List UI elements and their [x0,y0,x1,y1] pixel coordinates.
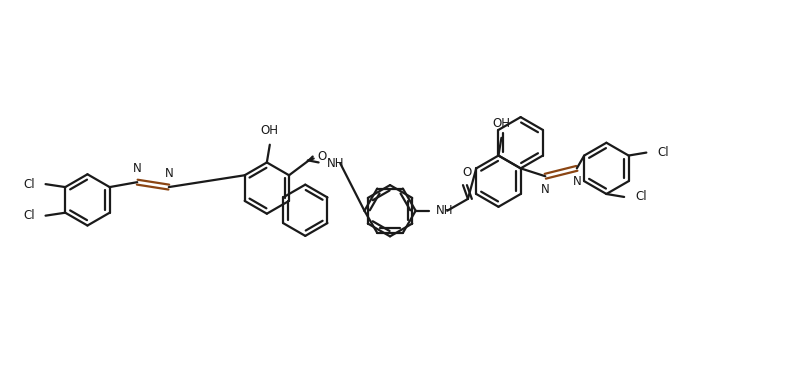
Text: NH: NH [326,157,344,170]
Text: NH: NH [435,204,453,217]
Text: OH: OH [492,117,510,130]
Text: Cl: Cl [657,146,669,159]
Text: N: N [164,167,173,180]
Text: N: N [541,183,549,196]
Text: O: O [318,150,327,163]
Text: N: N [133,162,141,175]
Text: OH: OH [261,124,279,137]
Text: Cl: Cl [23,178,35,191]
Text: O: O [462,166,472,179]
Text: N: N [572,175,581,188]
Text: Cl: Cl [23,209,35,222]
Text: Cl: Cl [635,190,647,203]
